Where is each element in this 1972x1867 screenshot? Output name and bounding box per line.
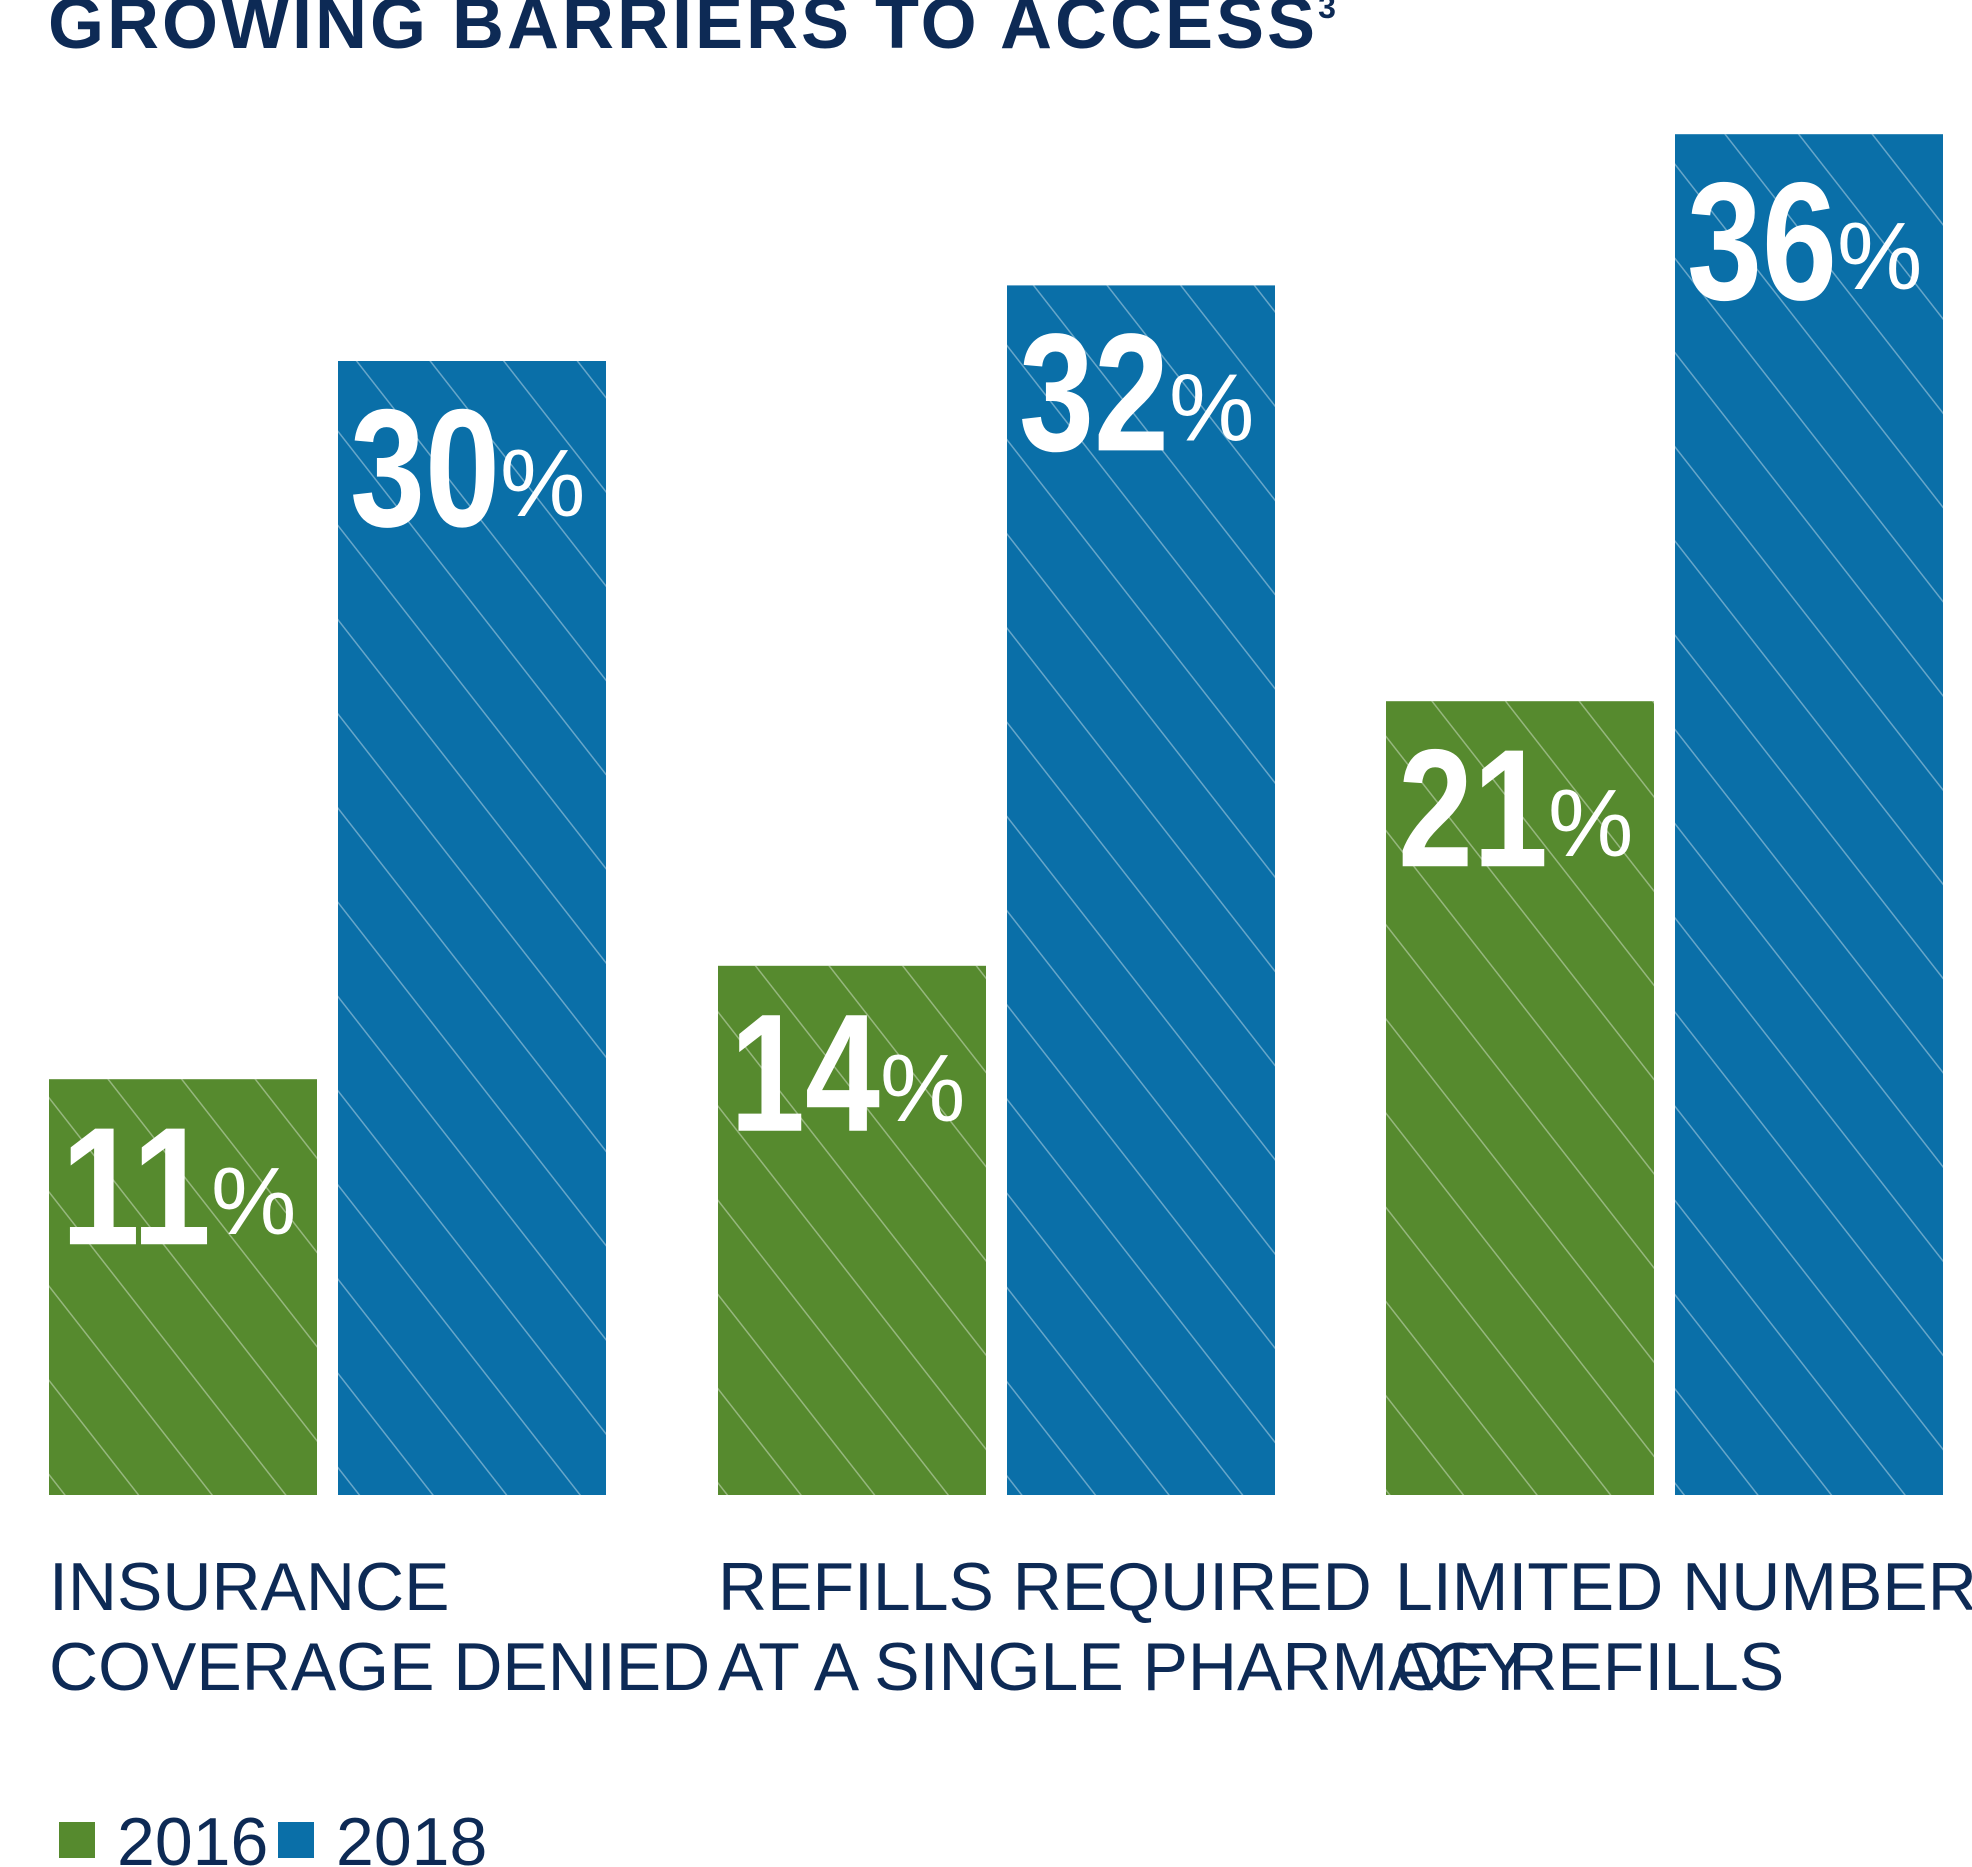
bar-group: 32% bbox=[1007, 285, 1275, 1495]
category-label: AT A SINGLE PHARMACY bbox=[718, 1629, 1528, 1705]
bar-value-label: 30 bbox=[350, 374, 500, 562]
legend-label: 2016 bbox=[117, 1804, 268, 1867]
bar-group: 21% bbox=[1386, 701, 1654, 1495]
bar-value-label: 32 bbox=[1019, 298, 1169, 486]
category-label: INSURANCE bbox=[49, 1549, 450, 1625]
bar-group: 14% bbox=[718, 965, 986, 1495]
bar-value-percent: % bbox=[500, 430, 585, 537]
bar-hatch bbox=[1007, 285, 1275, 1495]
bar-hatch bbox=[1675, 134, 1943, 1496]
bar-value-percent: % bbox=[211, 1148, 296, 1255]
bar-hatch bbox=[1386, 701, 1654, 1495]
bar-hatch bbox=[49, 1079, 317, 1495]
bar-group: 11% bbox=[49, 1079, 317, 1495]
category-label: LIMITED NUMBER bbox=[1395, 1549, 1972, 1625]
chart-title-superscript: 3 bbox=[1318, 0, 1339, 25]
legend: 2016 2018 bbox=[59, 1804, 487, 1867]
bar-hatch bbox=[718, 965, 986, 1495]
bar-value-label: 21 bbox=[1398, 714, 1548, 902]
bar-value-percent: % bbox=[1837, 203, 1922, 310]
bar-group: 36% bbox=[1675, 134, 1943, 1496]
bar-value-label: 36 bbox=[1687, 147, 1837, 335]
bar-value-percent: % bbox=[1548, 770, 1633, 877]
category-label: REFILLS REQUIRED bbox=[718, 1549, 1372, 1625]
bar-group: 30% bbox=[338, 361, 606, 1495]
bar-value-percent: % bbox=[1169, 354, 1254, 461]
chart-title-text: GROWING BARRIERS TO ACCESS bbox=[48, 0, 1318, 64]
bar-value-label: 14 bbox=[730, 979, 880, 1167]
bars-layer: 11 %30 %14 %32 %21 %36% bbox=[49, 134, 1943, 1496]
category-label: COVERAGE DENIED bbox=[49, 1629, 710, 1705]
bar-value-label: 11 bbox=[61, 1092, 211, 1280]
bar-value-percent: % bbox=[880, 1035, 965, 1142]
category-label: OF REFILLS bbox=[1395, 1629, 1784, 1705]
legend-swatch bbox=[278, 1822, 314, 1858]
bar-hatch bbox=[338, 361, 606, 1495]
chart-title: GROWING BARRIERS TO ACCESS3 bbox=[48, 0, 1339, 64]
legend-swatch bbox=[59, 1822, 95, 1858]
legend-label: 2018 bbox=[336, 1804, 487, 1867]
